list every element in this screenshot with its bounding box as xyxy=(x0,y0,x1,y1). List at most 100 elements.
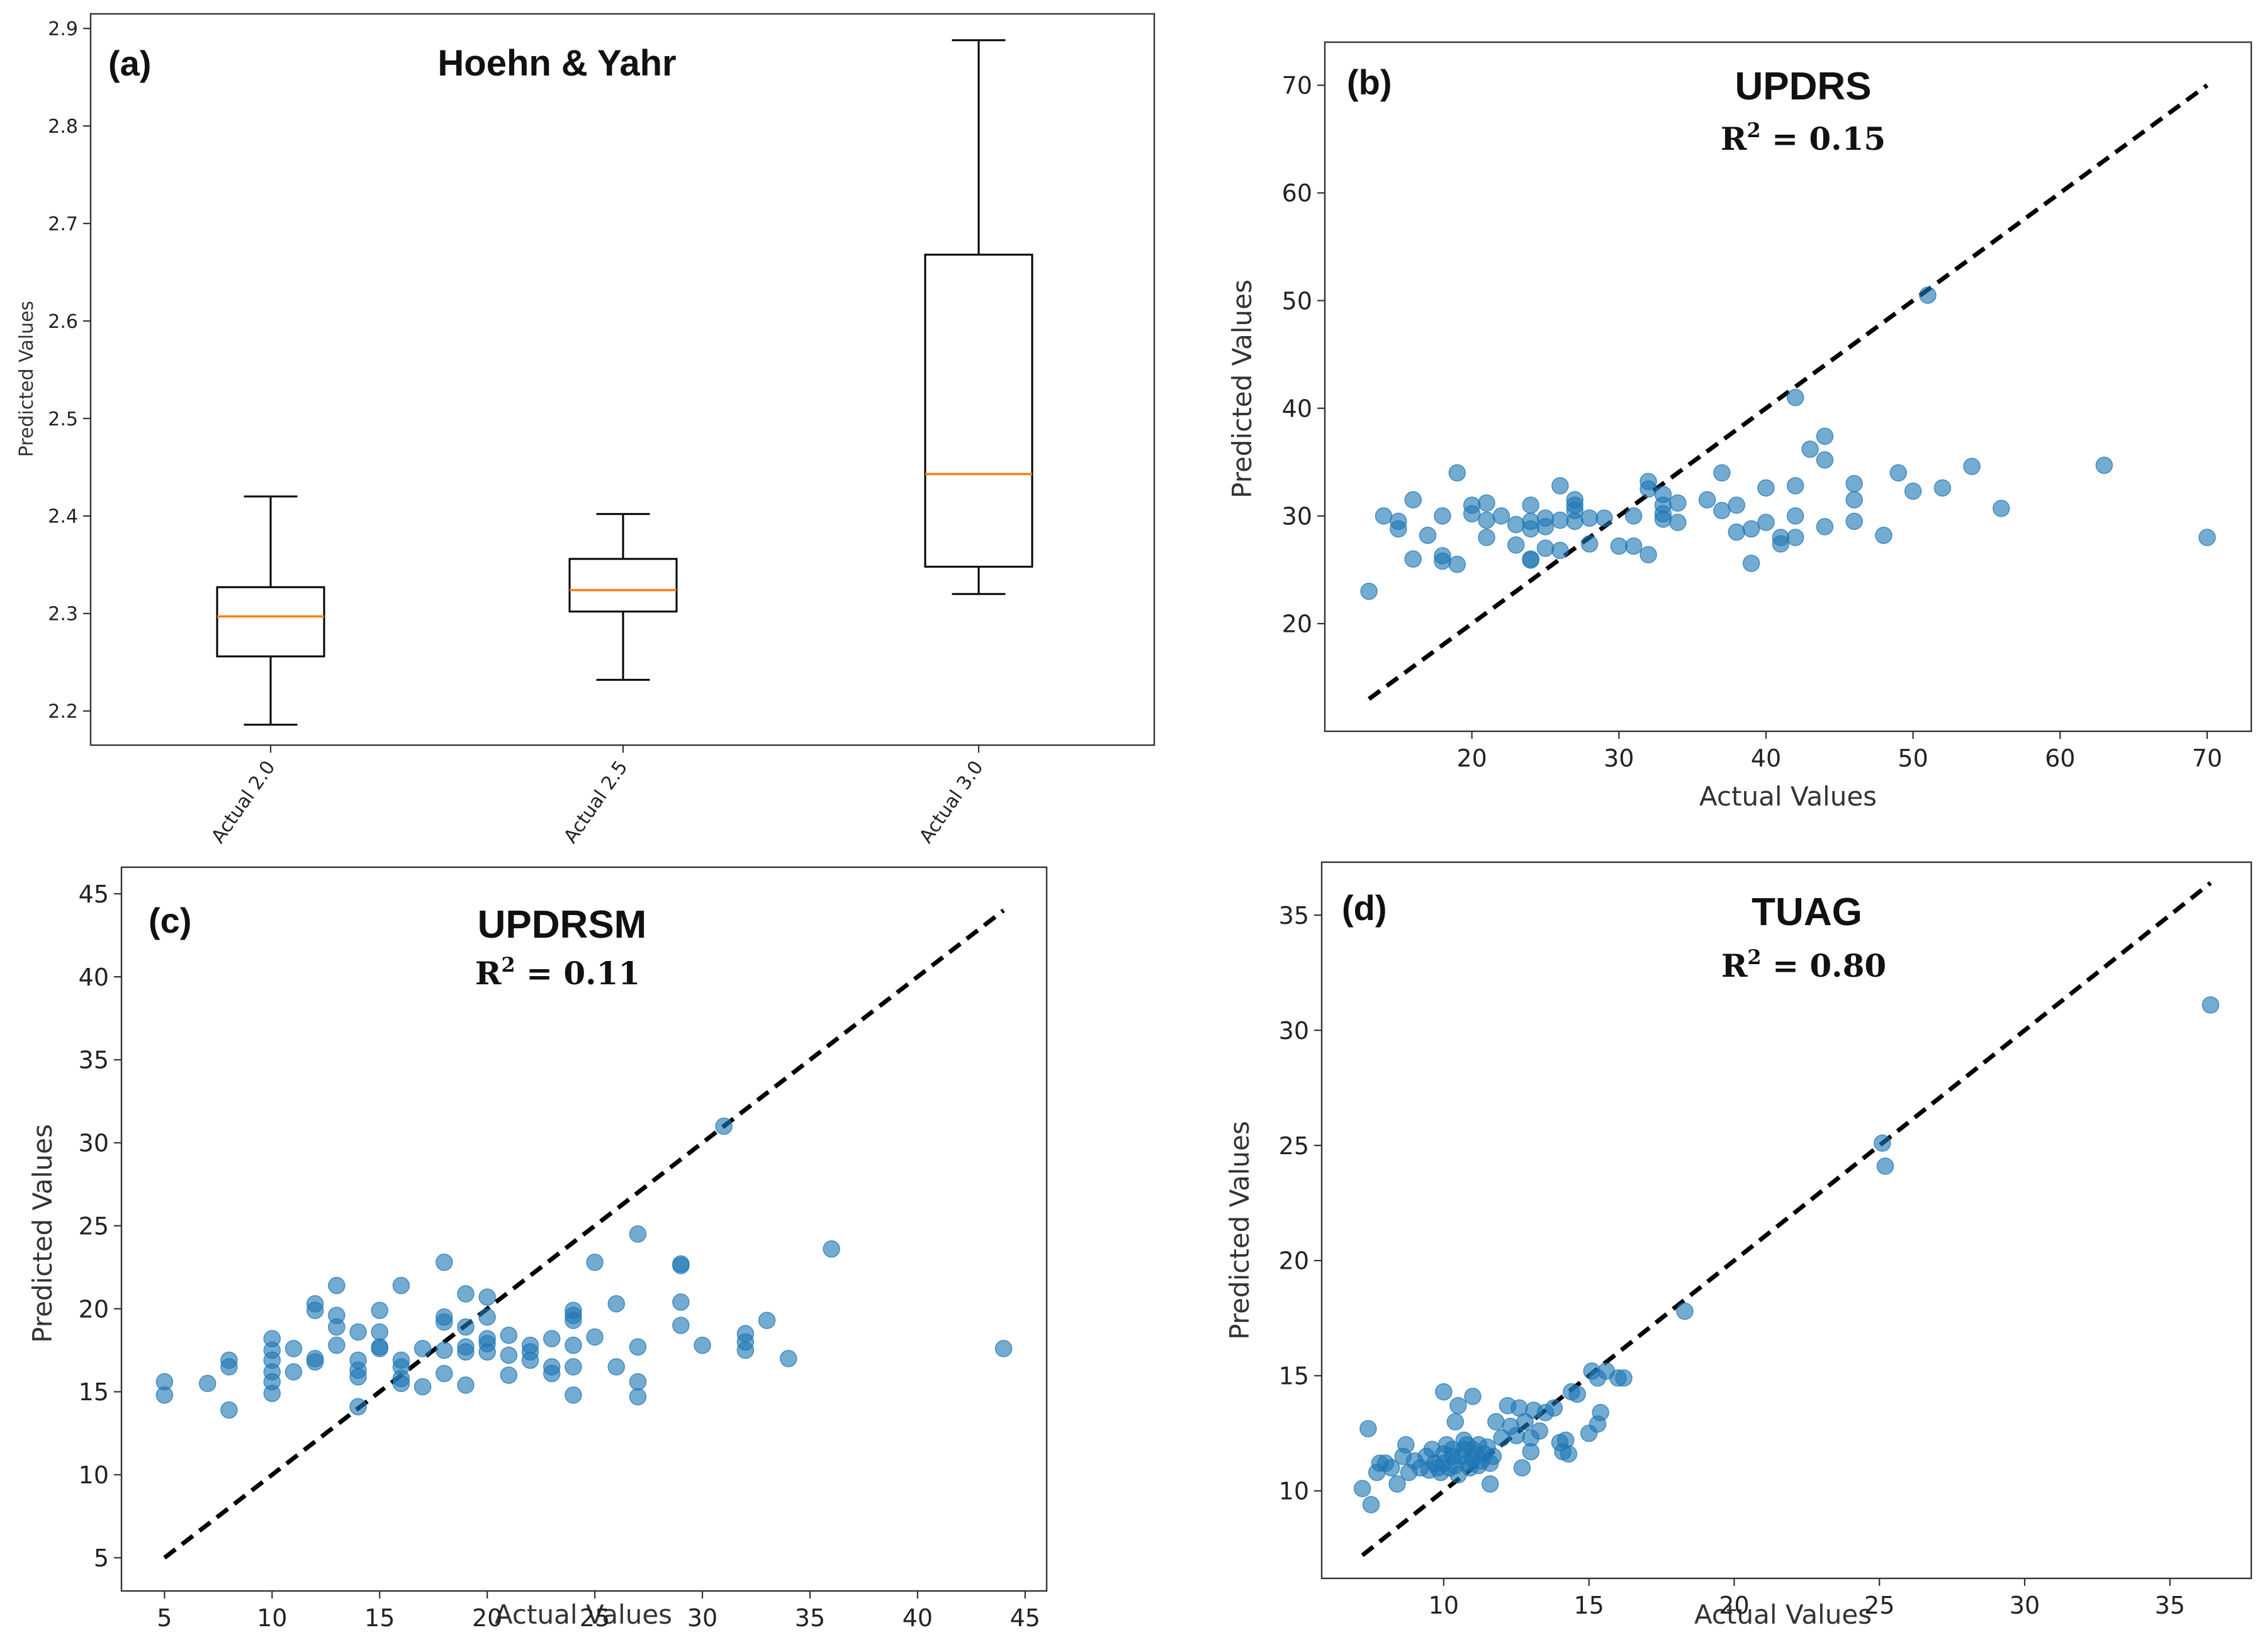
x-tick-label-c: 35 xyxy=(795,1604,825,1632)
scatter-point-b xyxy=(1816,427,1834,445)
scatter-point-c xyxy=(371,1301,388,1319)
scatter-point-b xyxy=(2095,456,2113,475)
scatter-point-c xyxy=(478,1308,496,1326)
scatter-point-c xyxy=(436,1364,453,1383)
scatter-point-b xyxy=(1713,464,1731,482)
scatter-point-b xyxy=(1624,537,1643,555)
panel-d-scatter: (d) TUAG R2 = 0.80 Actual Values Predict… xyxy=(1224,861,2253,1630)
scatter-point-b xyxy=(1419,526,1437,544)
panel-label-d: (d) xyxy=(1342,888,1387,928)
scatter-point-b xyxy=(1933,479,1952,497)
scatter-point-d xyxy=(1397,1436,1415,1454)
scatter-point-b xyxy=(1904,482,1922,500)
scatter-point-b xyxy=(1624,507,1643,525)
y-tick-label-c: 35 xyxy=(79,1047,109,1074)
scatter-point-c xyxy=(436,1313,453,1331)
y-tick-label-d: 35 xyxy=(1279,902,1309,930)
x-tick-label-c: 5 xyxy=(157,1604,172,1632)
y-tick-label-a: 2.8 xyxy=(48,116,78,138)
plot-frame-b xyxy=(1324,41,2253,733)
scatter-point-c xyxy=(436,1254,453,1271)
y-tick-label-d: 15 xyxy=(1279,1363,1309,1390)
scatter-point-b xyxy=(1463,496,1481,514)
x-category-label: Actual 3.0 xyxy=(915,757,987,848)
scatter-point-b xyxy=(1786,388,1804,407)
scatter-point-b xyxy=(1507,515,1525,534)
scatter-point-c xyxy=(413,1340,432,1357)
x-category-label: Actual 2.5 xyxy=(560,757,632,848)
box-actual-3-0 xyxy=(924,254,1033,568)
identity-line-c xyxy=(163,908,1005,1560)
y-tick-label-c: 25 xyxy=(79,1212,109,1240)
scatter-point-c xyxy=(328,1276,346,1295)
scatter-point-b xyxy=(1566,496,1584,514)
scatter-point-c xyxy=(672,1257,690,1274)
scatter-point-c xyxy=(328,1318,346,1336)
scatter-point-c xyxy=(478,1343,496,1361)
scatter-point-b xyxy=(1522,551,1539,569)
x-tick-label-b: 70 xyxy=(2192,745,2222,772)
panel-b-scatter: (b) UPDRS R2 = 0.15 Actual Values Predic… xyxy=(1227,41,2253,812)
y-tick-label-a: 2.5 xyxy=(48,408,78,430)
y-tick-label-b: 50 xyxy=(1282,287,1312,315)
scatter-point-c xyxy=(328,1336,346,1354)
scatter-point-b xyxy=(1566,512,1584,531)
scatter-point-d xyxy=(1874,1134,1891,1152)
scatter-point-b xyxy=(1742,520,1760,538)
scatter-point-b xyxy=(1507,536,1525,554)
scatter-point-c xyxy=(607,1358,626,1376)
scatter-point-c xyxy=(672,1293,690,1311)
scatter-point-d xyxy=(1615,1369,1633,1387)
scatter-point-b xyxy=(1492,507,1510,525)
y-tick-label-b: 20 xyxy=(1282,610,1312,638)
scatter-point-b xyxy=(1478,529,1495,546)
plot-frame-d xyxy=(1320,861,2253,1580)
scatter-point-c xyxy=(263,1385,281,1402)
scatter-point-b xyxy=(1698,491,1716,509)
scatter-point-c xyxy=(436,1341,453,1359)
chart-title-c: UPDRSM xyxy=(478,903,647,947)
y-tick-label-d: 25 xyxy=(1279,1132,1309,1160)
scatter-point-c xyxy=(306,1301,324,1319)
scatter-point-b xyxy=(1522,496,1539,514)
scatter-point-c xyxy=(478,1288,496,1306)
scatter-point-c xyxy=(629,1373,647,1391)
r2-annotation-d: R2 = 0.80 xyxy=(1721,945,1886,984)
scatter-point-b xyxy=(1654,510,1672,528)
scatter-point-b xyxy=(1963,458,1981,475)
x-tick-label-c: 40 xyxy=(903,1604,933,1632)
scatter-point-b xyxy=(1434,552,1451,570)
y-tick-label-b: 70 xyxy=(1282,72,1312,99)
scatter-point-c xyxy=(349,1398,367,1415)
scatter-point-b xyxy=(1845,491,1863,509)
scatter-point-c xyxy=(284,1340,303,1357)
scatter-point-c xyxy=(349,1323,367,1341)
scatter-point-d xyxy=(1513,1459,1531,1477)
x-tick-label-b: 20 xyxy=(1456,745,1487,772)
y-tick-label-a: 2.7 xyxy=(48,213,78,235)
scatter-point-b xyxy=(1816,518,1834,536)
scatter-point-d xyxy=(1676,1302,1694,1320)
scatter-point-d xyxy=(1545,1399,1563,1417)
scatter-point-c xyxy=(694,1336,711,1354)
scatter-point-d xyxy=(1522,1442,1540,1461)
scatter-point-d xyxy=(1446,1413,1465,1430)
scatter-point-b xyxy=(1536,539,1555,557)
r2-annotation-c: R2 = 0.11 xyxy=(475,953,640,992)
scatter-point-b xyxy=(1551,541,1569,559)
scatter-point-d xyxy=(1449,1396,1467,1415)
scatter-point-b xyxy=(1580,535,1599,553)
scatter-point-c xyxy=(220,1358,238,1376)
scatter-point-b xyxy=(1845,475,1863,493)
y-tick-label-a: 2.6 xyxy=(48,311,78,333)
scatter-point-b xyxy=(1551,477,1569,495)
scatter-point-c xyxy=(565,1336,582,1354)
scatter-point-b xyxy=(1757,479,1775,497)
scatter-point-b xyxy=(1728,523,1745,541)
scatter-point-b xyxy=(1375,507,1393,525)
y-tick-label-c: 30 xyxy=(79,1130,109,1157)
scatter-point-c xyxy=(565,1358,582,1376)
scatter-point-b xyxy=(2198,529,2216,546)
scatter-point-c xyxy=(586,1328,604,1346)
scatter-point-b xyxy=(1610,537,1628,555)
